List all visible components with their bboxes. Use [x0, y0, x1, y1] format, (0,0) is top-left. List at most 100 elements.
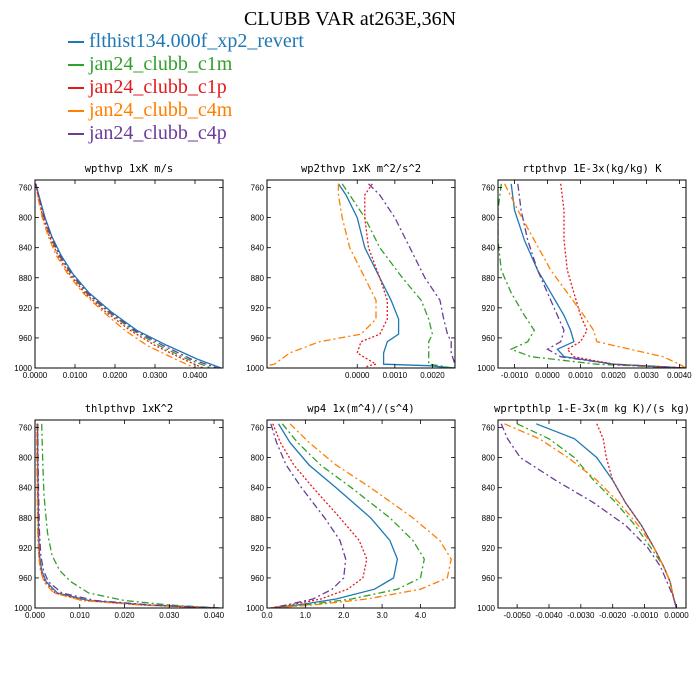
y-tick-label: 960 — [251, 334, 265, 343]
y-tick-label: 1000 — [246, 604, 264, 613]
series-group — [36, 423, 221, 608]
series-line — [36, 423, 217, 608]
legend-swatch — [68, 63, 84, 66]
panel-title: wprtpthlp 1-E-3x(m kg K)/(s kg) — [494, 403, 690, 415]
x-tick-label: 0.020 — [115, 611, 136, 620]
series-line — [35, 183, 212, 368]
panel: wp2thvp 1xK m^2/s^2 760 800 840 880 920 960 100… — [246, 163, 456, 380]
legend-label: jan24_clubb_c4p — [89, 122, 227, 144]
x-tick-label: -0.0020 — [599, 611, 627, 620]
legend: flthist134.000f_xp2_revert jan24_clubb_c… — [68, 30, 304, 145]
y-tick-label: 840 — [482, 244, 496, 253]
y-tick-label: 1000 — [14, 604, 32, 613]
series-line — [517, 183, 686, 368]
plot-frame — [266, 179, 456, 369]
series-line — [596, 423, 678, 608]
x-tick-label: -0.0040 — [535, 611, 563, 620]
y-tick-label: 840 — [251, 484, 265, 493]
series-line — [35, 183, 222, 368]
series-line — [341, 183, 452, 368]
y-tick-label: 800 — [251, 454, 265, 463]
y-tick-label: 920 — [251, 304, 265, 313]
series-line — [500, 423, 678, 608]
x-tick-label: 0.030 — [159, 611, 180, 620]
series-line — [504, 183, 686, 368]
legend-item: jan24_clubb_c4m — [68, 99, 304, 122]
series-line — [41, 423, 221, 608]
x-tick-label: -0.0030 — [567, 611, 595, 620]
x-tick-label: 0.010 — [70, 611, 91, 620]
panel-title: wpthvp 1xK m/s — [85, 163, 174, 175]
panel: wprtpthlp 1-E-3x(m kg K)/(s kg) 760 800 840… — [477, 403, 690, 620]
y-tick-label: 800 — [482, 214, 496, 223]
x-tick-label: 0.0000 — [535, 371, 560, 380]
series-line — [270, 423, 368, 608]
legend-label: flthist134.000f_xp2_revert — [89, 30, 304, 52]
series-line — [560, 183, 686, 368]
y-tick-label: 840 — [19, 484, 33, 493]
series-line — [337, 183, 455, 368]
y-tick-label: 1000 — [477, 364, 495, 373]
y-tick-label: 880 — [251, 514, 265, 523]
x-tick-label: 0.0200 — [103, 371, 128, 380]
legend-item: flthist134.000f_xp2_revert — [68, 30, 304, 53]
x-tick-label: 0.0 — [261, 611, 273, 620]
y-tick-label: 760 — [251, 424, 265, 433]
series-group — [498, 183, 686, 368]
x-tick-label: -0.0010 — [631, 611, 659, 620]
y-tick-label: 1000 — [477, 604, 495, 613]
series-group — [35, 183, 222, 368]
series-group — [270, 423, 452, 608]
series-group — [500, 423, 678, 608]
panel: wp4 1x(m^4)/(s^4) 760 800 840 880 920 960 10000… — [246, 403, 456, 620]
plot-frame — [266, 419, 456, 609]
plot-frame — [497, 179, 687, 369]
x-tick-label: 0.040 — [204, 611, 225, 620]
y-tick-label: 880 — [251, 274, 265, 283]
y-tick-label: 760 — [19, 424, 33, 433]
y-tick-label: 880 — [482, 274, 496, 283]
x-tick-label: -0.0050 — [504, 611, 532, 620]
x-tick-label: 0.0000 — [23, 371, 48, 380]
panel-title: rtpthvp 1E-3x(kg/kg) K — [522, 163, 662, 175]
y-tick-label: 880 — [19, 274, 33, 283]
y-tick-label: 840 — [482, 484, 496, 493]
series-line — [35, 183, 204, 368]
legend-label: jan24_clubb_c1p — [89, 76, 227, 98]
x-tick-label: 0.0010 — [383, 371, 408, 380]
x-tick-label: 0.0000 — [345, 371, 370, 380]
y-tick-label: 1000 — [14, 364, 32, 373]
series-group — [267, 183, 455, 368]
series-line — [504, 423, 678, 608]
panel: thlpthvp 1xK^2 760 800 840 880 920 960 10000.00… — [14, 403, 224, 620]
x-tick-label: 0.0020 — [420, 371, 445, 380]
series-line — [37, 423, 219, 608]
y-tick-label: 920 — [19, 544, 33, 553]
y-tick-label: 920 — [482, 544, 496, 553]
y-tick-label: 800 — [19, 454, 33, 463]
x-tick-label: 0.0040 — [667, 371, 692, 380]
legend-label: jan24_clubb_c1m — [89, 53, 233, 75]
legend-item: jan24_clubb_c4p — [68, 122, 304, 145]
y-tick-label: 760 — [482, 424, 496, 433]
x-tick-label: 3.0 — [377, 611, 389, 620]
legend-item: jan24_clubb_c1m — [68, 53, 304, 76]
panel: rtpthvp 1E-3x(kg/kg) K 760 800 840 880 920 960… — [477, 163, 692, 380]
y-tick-label: 1000 — [246, 364, 264, 373]
x-tick-label: -0.0010 — [501, 371, 529, 380]
x-tick-label: 1.0 — [300, 611, 312, 620]
x-tick-label: 0.0400 — [183, 371, 208, 380]
plot-frame — [34, 179, 224, 369]
y-tick-label: 960 — [19, 334, 33, 343]
x-tick-label: 0.0300 — [143, 371, 168, 380]
panel-title: wp2thvp 1xK m^2/s^2 — [301, 163, 421, 175]
legend-swatch — [68, 86, 84, 89]
series-line — [270, 423, 452, 608]
panel: wpthvp 1xK m/s 760 800 840 880 920 960 10000.00… — [14, 163, 224, 380]
series-line — [356, 183, 388, 368]
y-tick-label: 920 — [251, 544, 265, 553]
series-line — [535, 423, 678, 608]
legend-item: jan24_clubb_c1p — [68, 76, 304, 99]
y-tick-label: 960 — [19, 574, 33, 583]
